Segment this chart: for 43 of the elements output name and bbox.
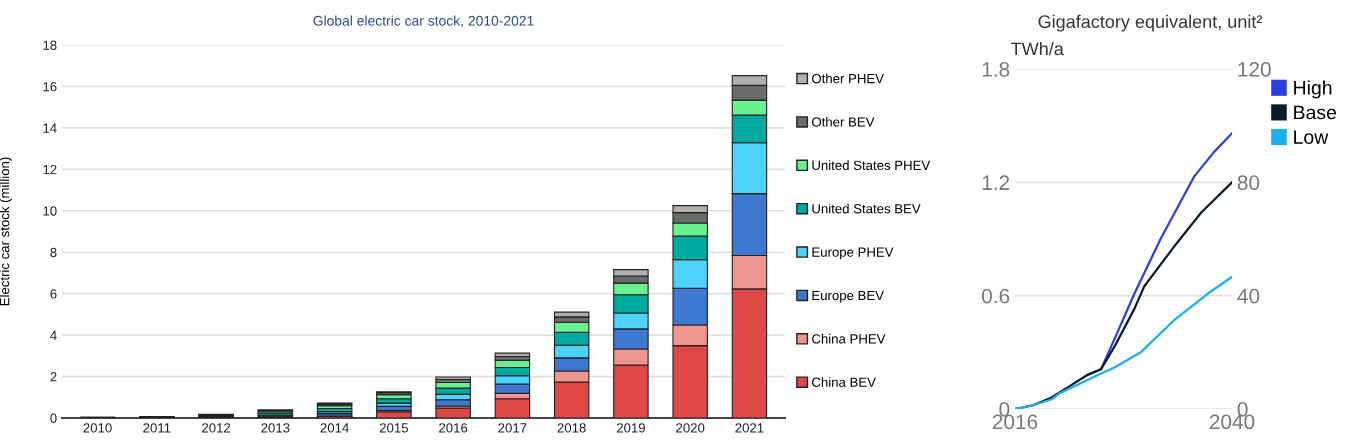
- legend-label: China PHEV: [812, 333, 886, 344]
- x-tick-label: 2018: [557, 423, 586, 433]
- y-tick-label: 1.8: [982, 62, 1010, 77]
- y-tick-label: 0.6: [981, 288, 1010, 304]
- x-tick-label: 2012: [202, 423, 231, 433]
- x-tick-label: 2021: [735, 423, 764, 433]
- legend-label: Low: [1294, 130, 1329, 144]
- legend-label: Europe PHEV: [812, 247, 894, 260]
- x-tick-label: 2017: [498, 423, 527, 433]
- y-axis-title: TWh/a: [1011, 41, 1064, 56]
- legend-label: High: [1294, 80, 1332, 99]
- legend-label: Base: [1294, 105, 1337, 120]
- legend-label: China BEV: [812, 377, 876, 387]
- y-tick-label: 0: [50, 413, 57, 423]
- y-tick-label: 1.2: [982, 175, 1010, 190]
- y2-tick-label: 40: [1237, 288, 1260, 304]
- y-tick-label: 12: [43, 164, 57, 175]
- chart-title: Global electric car stock, 2010-2021: [313, 15, 534, 28]
- legend-label: United States PHEV: [812, 160, 931, 171]
- x-tick-label: 2016: [439, 423, 468, 433]
- legend-label: Europe BEV: [812, 290, 884, 303]
- y-tick-label: 18: [43, 40, 57, 50]
- y-tick-label: 4: [50, 330, 57, 340]
- y-tick-label: 2: [50, 372, 57, 382]
- y-tick-label: 10: [43, 206, 57, 216]
- y-tick-label: 6: [50, 289, 57, 299]
- y-tick-label: 14: [43, 123, 57, 133]
- legend-label: Other BEV: [812, 116, 875, 127]
- x-tick-label: 2010: [83, 423, 112, 433]
- y-tick-label: 8: [50, 247, 57, 258]
- y2-tick-label: 120: [1238, 62, 1271, 77]
- y-tick-label: 16: [43, 82, 57, 92]
- y2-axis-title: Gigafactory equivalent, unit²: [1038, 14, 1263, 32]
- y-axis-title: Electric car stock (million): [0, 157, 12, 306]
- legend-label: Other PHEV: [812, 73, 884, 84]
- x-tick-label: 2011: [143, 423, 171, 433]
- x-tick-label: 2019: [616, 423, 645, 433]
- x-tick-label: 2014: [320, 423, 349, 433]
- y2-tick-label: 80: [1237, 175, 1260, 191]
- x-tick-label: 2020: [676, 423, 705, 433]
- x-tick-label: 2015: [379, 423, 408, 433]
- x-tick-label: 2013: [261, 423, 290, 433]
- legend-label: United States BEV: [812, 203, 921, 214]
